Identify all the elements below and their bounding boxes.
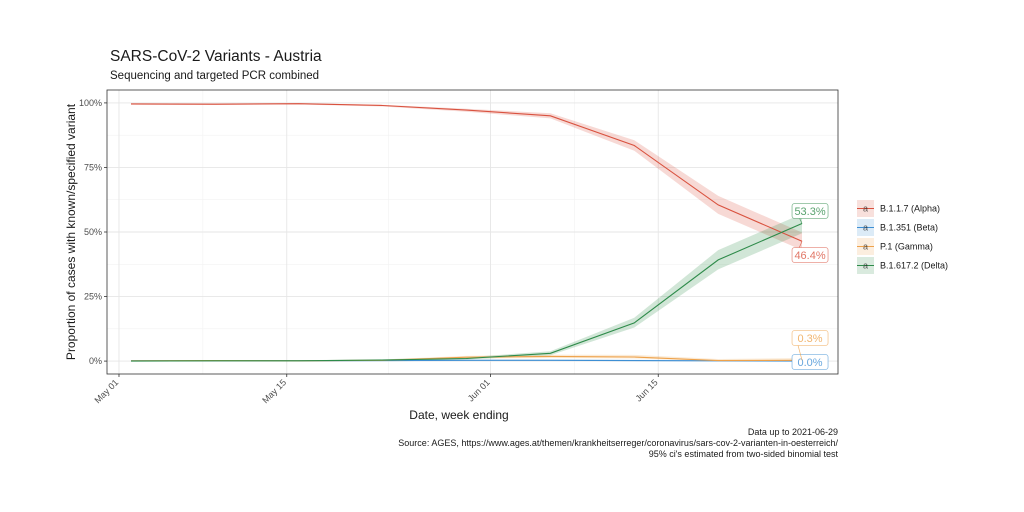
chart-caption: Data up to 2021-06-29 Source: AGES, http… — [398, 427, 838, 460]
legend-key-glyph: a — [863, 204, 868, 214]
ci-band — [131, 354, 802, 362]
y-axis-title: Proportion of cases with known/specified… — [64, 103, 78, 360]
end-label: 0.3% — [798, 333, 823, 345]
ci-band — [131, 213, 802, 362]
legend-label: B.1.351 (Beta) — [880, 223, 938, 233]
caption-ci-note: 95% ci's estimated from two-sided binomi… — [648, 449, 838, 459]
y-tick-label: 75% — [84, 162, 102, 172]
end-label-box — [791, 247, 829, 263]
x-tick-label: May 15 — [260, 377, 288, 405]
end-label: 0.0% — [798, 357, 823, 369]
caption-data-date: Data up to 2021-06-29 — [747, 427, 838, 437]
legend-key-glyph: a — [863, 261, 868, 271]
x-axis-title: Date, week ending — [409, 408, 508, 422]
end-label-box — [791, 330, 829, 346]
y-tick-label: 50% — [84, 227, 102, 237]
end-label-box — [791, 203, 829, 219]
legend-label: B.1.617.2 (Delta) — [880, 261, 948, 271]
x-tick-label: May 01 — [92, 377, 120, 405]
legend-key-glyph: a — [863, 223, 868, 233]
y-tick-label: 0% — [89, 356, 102, 366]
caption-source: Source: AGES, https://www.ages.at/themen… — [398, 438, 838, 448]
y-tick-label: 100% — [79, 98, 102, 108]
chart-title: SARS-CoV-2 Variants - Austria — [110, 48, 322, 65]
end-label: 46.4% — [794, 250, 825, 262]
end-label-box — [791, 354, 829, 370]
series-line — [130, 103, 803, 242]
end-label: 53.3% — [794, 206, 825, 218]
series-line — [130, 222, 803, 362]
legend-label: B.1.1.7 (Alpha) — [880, 204, 940, 214]
legend-label: P.1 (Gamma) — [880, 242, 933, 252]
y-tick-label: 25% — [84, 292, 102, 302]
x-tick-label: Jun 15 — [633, 377, 659, 403]
x-tick-label: Jun 01 — [466, 377, 492, 403]
chart-subtitle: Sequencing and targeted PCR combined — [110, 70, 320, 82]
legend-key-glyph: a — [863, 242, 868, 252]
